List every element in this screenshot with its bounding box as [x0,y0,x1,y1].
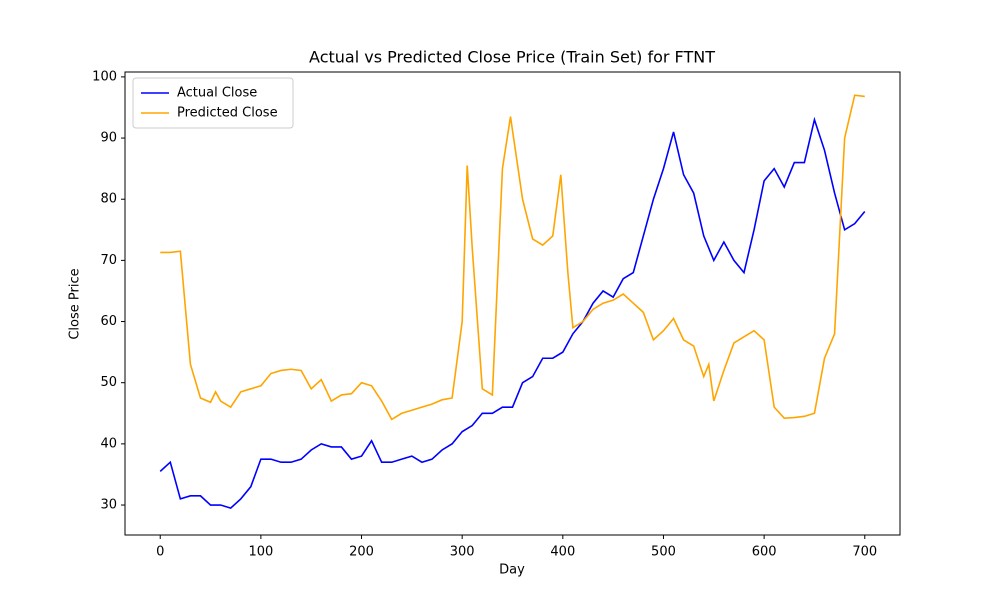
y-tick-label: 70 [100,253,117,268]
y-tick-label: 80 [100,192,117,207]
legend-label: Actual Close [177,86,257,101]
series-line [159,116,866,509]
series-line [160,94,865,421]
y-tick-label: 40 [100,436,117,451]
x-tick-label: 600 [752,545,777,560]
y-tick-label: 90 [100,131,117,146]
y-tick-label: 60 [100,314,117,329]
legend: Actual Close Predicted Close [132,77,294,129]
x-tick-label: 0 [156,545,164,560]
x-tick-label: 700 [852,545,877,560]
x-tick-label: 500 [651,545,676,560]
y-axis-label: Close Price [68,268,83,339]
x-tick-label: 100 [248,545,273,560]
x-tick-label: 300 [450,545,475,560]
chart-title: Actual vs Predicted Close Price (Train S… [309,48,715,67]
x-tick-label: 200 [349,545,374,560]
legend-label: Predicted Close [177,106,278,121]
y-tick-label: 100 [92,69,117,84]
y-tick-label: 30 [100,498,117,513]
legend-box [132,77,294,129]
x-tick-label: 400 [550,545,575,560]
y-tick-label: 50 [100,375,117,390]
x-axis-label: Day [499,563,525,578]
plot-area [124,71,901,536]
